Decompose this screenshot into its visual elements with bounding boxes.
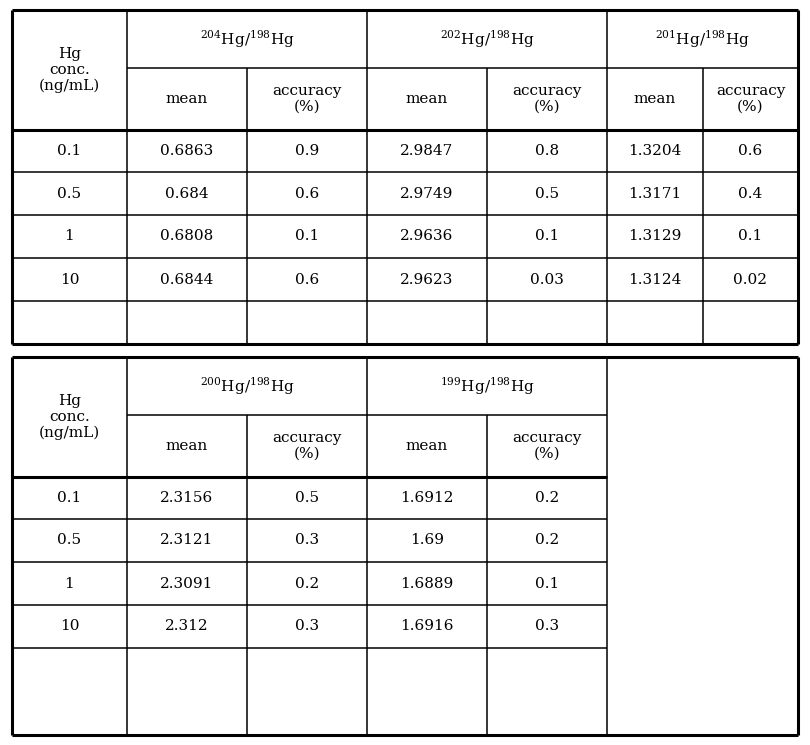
Text: 0.6: 0.6: [295, 273, 319, 287]
Text: 1.3129: 1.3129: [629, 229, 682, 244]
Text: mean: mean: [406, 92, 448, 106]
Text: Hg
conc.
(ng/mL): Hg conc. (ng/mL): [39, 47, 100, 93]
Text: 0.1: 0.1: [739, 229, 763, 244]
Text: 0.6: 0.6: [739, 144, 763, 158]
Text: 0.2: 0.2: [295, 577, 319, 591]
Text: 0.1: 0.1: [535, 577, 559, 591]
Text: 2.3121: 2.3121: [160, 533, 214, 548]
Text: accuracy
(%): accuracy (%): [512, 84, 582, 114]
Text: 0.1: 0.1: [295, 229, 319, 244]
Text: 1.3171: 1.3171: [629, 186, 682, 200]
Text: 1.3204: 1.3204: [629, 144, 682, 158]
Text: 0.02: 0.02: [734, 273, 768, 287]
Text: Hg
conc.
(ng/mL): Hg conc. (ng/mL): [39, 393, 100, 440]
Text: 0.8: 0.8: [535, 144, 559, 158]
Text: $^{\mathregular{200}}$Hg/$^{\mathregular{198}}$Hg: $^{\mathregular{200}}$Hg/$^{\mathregular…: [199, 375, 294, 397]
Text: 0.5: 0.5: [58, 186, 82, 200]
Text: 1: 1: [65, 229, 75, 244]
Text: accuracy
(%): accuracy (%): [272, 84, 342, 114]
Text: 0.1: 0.1: [58, 491, 82, 505]
Text: 1: 1: [65, 577, 75, 591]
Text: $^{\mathregular{201}}$Hg/$^{\mathregular{198}}$Hg: $^{\mathregular{201}}$Hg/$^{\mathregular…: [655, 28, 750, 50]
Text: 0.6: 0.6: [295, 186, 319, 200]
Text: mean: mean: [634, 92, 676, 106]
Text: 0.6863: 0.6863: [160, 144, 214, 158]
Text: 0.9: 0.9: [295, 144, 319, 158]
Text: 0.6844: 0.6844: [160, 273, 214, 287]
Text: 2.9636: 2.9636: [400, 229, 454, 244]
Text: 0.5: 0.5: [58, 533, 82, 548]
Text: 0.03: 0.03: [530, 273, 564, 287]
Text: 10: 10: [60, 273, 79, 287]
Text: 1.69: 1.69: [410, 533, 444, 548]
Text: accuracy
(%): accuracy (%): [716, 84, 785, 114]
Text: 0.3: 0.3: [295, 620, 319, 633]
Text: 2.9623: 2.9623: [400, 273, 454, 287]
Text: 10: 10: [60, 620, 79, 633]
Text: accuracy
(%): accuracy (%): [512, 431, 582, 461]
Text: 1.6889: 1.6889: [400, 577, 454, 591]
Text: 2.9847: 2.9847: [400, 144, 454, 158]
Text: 0.684: 0.684: [165, 186, 209, 200]
Text: $^{\mathregular{199}}$Hg/$^{\mathregular{198}}$Hg: $^{\mathregular{199}}$Hg/$^{\mathregular…: [440, 375, 535, 397]
Text: 2.9749: 2.9749: [400, 186, 454, 200]
Text: 0.4: 0.4: [739, 186, 763, 200]
Text: 0.2: 0.2: [535, 491, 559, 505]
Text: 2.3091: 2.3091: [160, 577, 214, 591]
Text: mean: mean: [166, 439, 208, 453]
Text: 0.3: 0.3: [295, 533, 319, 548]
Text: accuracy
(%): accuracy (%): [272, 431, 342, 461]
Text: 0.6808: 0.6808: [160, 229, 214, 244]
Text: 2.312: 2.312: [165, 620, 209, 633]
Text: mean: mean: [406, 439, 448, 453]
Text: 0.3: 0.3: [535, 620, 559, 633]
Text: $^{\mathregular{202}}$Hg/$^{\mathregular{198}}$Hg: $^{\mathregular{202}}$Hg/$^{\mathregular…: [440, 28, 535, 50]
Text: 0.5: 0.5: [295, 491, 319, 505]
Text: $^{\mathregular{204}}$Hg/$^{\mathregular{198}}$Hg: $^{\mathregular{204}}$Hg/$^{\mathregular…: [199, 28, 294, 50]
Text: 1.6912: 1.6912: [400, 491, 454, 505]
Text: 0.2: 0.2: [535, 533, 559, 548]
Text: 0.1: 0.1: [58, 144, 82, 158]
Text: 2.3156: 2.3156: [160, 491, 214, 505]
Text: 0.5: 0.5: [535, 186, 559, 200]
Text: 1.3124: 1.3124: [629, 273, 682, 287]
Text: 0.1: 0.1: [535, 229, 559, 244]
Text: mean: mean: [166, 92, 208, 106]
Text: 1.6916: 1.6916: [400, 620, 454, 633]
